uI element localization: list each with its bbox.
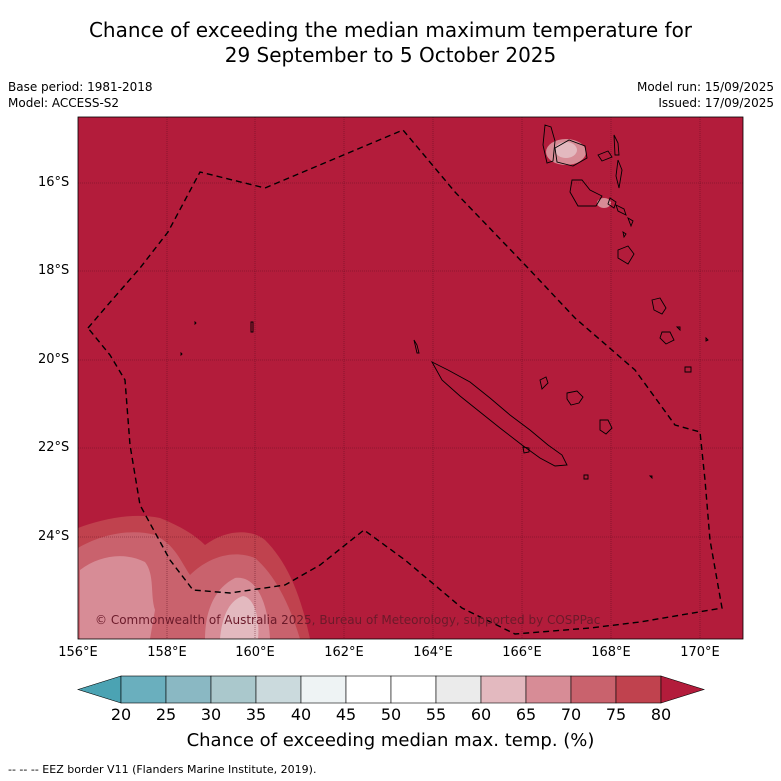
loyalty-lifou [566,390,584,406]
colorbar-bin [390,675,437,704]
lon-label-158e: 158°E [147,645,187,660]
rennell-island [250,321,254,333]
patch-55-60-inner [220,596,259,639]
lat-label-22s: 22°S [38,440,70,455]
lon-label-162e: 162°E [324,645,364,660]
lon-label-164e: 164°E [413,645,453,660]
colorbar-bin [615,675,662,704]
new-caledonia [430,360,568,467]
lat-label-20s: 20°S [38,352,70,367]
lon-label-156e: 156°E [58,645,98,660]
model-run: Model run: 15/09/2025 [636,80,774,94]
patch-vanuatu-inner [555,142,577,158]
lon-label-168e: 168°E [591,645,631,660]
cb-label-30: 30 [200,705,222,724]
loyalty-ouvea [539,376,549,390]
meta-left: Base period: 1981-2018 Model: ACCESS-S2 [8,79,153,111]
cb-label-75: 75 [605,705,627,724]
eez-legend-note: -- -- -- EEZ border V11 (Flanders Marine… [8,763,317,776]
islet-2 [180,351,183,357]
cb-label-25: 25 [155,705,177,724]
map-title: Chance of exceeding the median maximum t… [0,18,781,68]
copyright-notice: © Commonwealth of Australia 2025, Bureau… [95,613,601,627]
cb-label-65: 65 [515,705,537,724]
colorbar-bin [165,675,212,704]
lon-label-166e: 166°E [502,645,542,660]
colorbar-bin [120,675,167,704]
cb-label-35: 35 [245,705,267,724]
vanuatu-islands [542,124,709,373]
islet-1 [194,320,197,326]
cb-label-40: 40 [290,705,312,724]
issued-date: Issued: 17/09/2025 [658,96,774,110]
title-line-2: 29 September to 5 October 2025 [224,43,557,67]
colorbar-bin [570,675,617,704]
belep-islands [413,339,420,354]
walpole-island [583,474,589,480]
cb-label-20: 20 [110,705,132,724]
cb-label-70: 70 [560,705,582,724]
patch-vanuatu-2 [597,198,611,208]
colorbar-bin [255,675,302,704]
islet-3 [648,475,653,480]
cb-label-60: 60 [470,705,492,724]
cb-label-55: 55 [425,705,447,724]
eez-border [87,129,723,635]
colorbar-bin [435,675,482,704]
base-period: Base period: 1981-2018 [8,80,153,94]
lat-label-18s: 18°S [38,263,70,278]
isle-of-pines [522,446,530,454]
cb-label-50: 50 [380,705,402,724]
colorbar-bin [210,675,257,704]
colorbar-bin [525,675,572,704]
colorbar-bin [480,675,527,704]
meta-right: Model run: 15/09/2025 Issued: 17/09/2025 [637,79,774,111]
model-name: Model: ACCESS-S2 [8,96,120,110]
colorbar-extend-high [660,675,706,704]
map-frame [77,116,744,640]
lat-label-16s: 16°S [38,175,70,190]
lat-label-24s: 24°S [38,529,70,544]
colorbar-title: Chance of exceeding median max. temp. (%… [186,730,595,751]
colorbar-extend-low [76,675,122,704]
gridlines [78,117,743,639]
cb-label-80: 80 [650,705,672,724]
colorbar-bin [345,675,392,704]
lon-label-160e: 160°E [235,645,275,660]
colorbar [76,675,706,704]
colorbar-bin [300,675,347,704]
patch-60-65 [80,556,155,639]
lon-label-170e: 170°E [680,645,720,660]
loyalty-mare [599,419,613,435]
cb-label-45: 45 [335,705,357,724]
title-line-1: Chance of exceeding the median maximum t… [88,18,693,42]
